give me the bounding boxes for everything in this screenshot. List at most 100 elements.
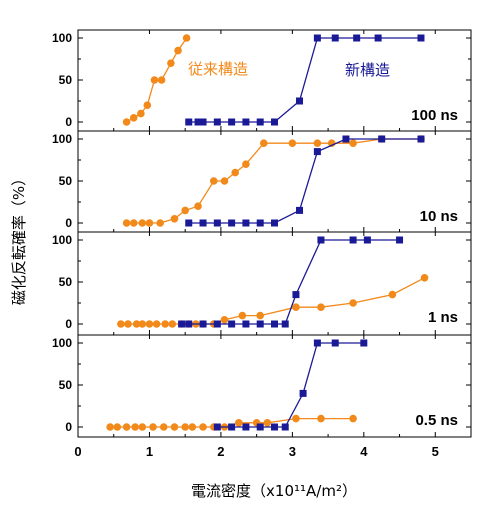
data-point (263, 419, 272, 427)
data-point (228, 219, 236, 227)
series-line (120, 277, 425, 325)
data-point (149, 423, 157, 431)
data-point (271, 118, 278, 126)
data-point (138, 320, 147, 328)
y-tick-label: 100 (52, 233, 72, 247)
data-point (157, 76, 166, 84)
data-point (113, 423, 122, 431)
data-point (317, 414, 325, 423)
panel-frame (77, 130, 472, 233)
data-point (228, 118, 236, 126)
data-point (313, 34, 321, 42)
data-point (185, 219, 193, 227)
y-tick-label: 50 (59, 73, 73, 87)
legend-new: 新構造 (345, 61, 390, 79)
panel-frame (77, 334, 472, 438)
data-point (360, 339, 368, 347)
data-point (349, 236, 357, 244)
data-point (292, 414, 300, 423)
data-point (199, 320, 207, 328)
data-point (124, 320, 132, 328)
data-point (388, 290, 397, 299)
data-point (168, 320, 177, 328)
data-point (256, 118, 264, 126)
x-tick-label: 4 (360, 444, 368, 459)
data-point (220, 316, 229, 324)
data-point (271, 219, 278, 227)
data-point (132, 320, 141, 328)
data-point (296, 97, 304, 105)
data-point (228, 320, 236, 328)
y-tick-label: 0 (65, 317, 72, 331)
data-point (181, 423, 189, 431)
data-point (174, 46, 182, 55)
data-point (317, 303, 325, 312)
series-line (126, 138, 421, 224)
x-tick-label: 1 (146, 444, 153, 459)
panel-1: 0 50 100 10 ns (52, 130, 472, 233)
data-point (231, 168, 239, 177)
data-point (271, 320, 278, 328)
data-point (194, 118, 202, 126)
data-point (213, 219, 221, 227)
data-point (234, 419, 243, 427)
data-point (288, 139, 297, 147)
series-line (217, 342, 364, 428)
data-point (138, 219, 147, 227)
data-point (331, 34, 339, 42)
data-point (182, 34, 191, 42)
data-point (396, 236, 404, 244)
x-tick-label: 0 (74, 444, 81, 459)
y-tick-label: 100 (52, 336, 72, 350)
data-point (161, 320, 169, 328)
data-point (331, 339, 339, 347)
data-point (156, 219, 164, 227)
x-axis: 0 1 2 3 4 5 (74, 444, 439, 459)
data-point (420, 274, 429, 282)
panel-label: 100 ns (411, 107, 458, 124)
data-point (145, 219, 154, 227)
y-tick-label: 100 (52, 132, 72, 146)
data-point (417, 135, 425, 143)
data-point (313, 139, 322, 147)
data-point (209, 177, 218, 185)
y-tick-label: 50 (59, 174, 73, 188)
x-axis-label: 電流密度（x10¹¹A/m²） (191, 482, 357, 500)
data-point (299, 389, 307, 397)
series-line (181, 239, 400, 325)
data-point (131, 423, 139, 431)
data-point (349, 414, 357, 423)
data-point (256, 320, 264, 328)
data-point (349, 139, 357, 147)
panel-label: 0.5 ns (415, 412, 458, 429)
data-point (281, 423, 289, 431)
data-point (353, 34, 361, 42)
data-point (185, 118, 193, 126)
panel-frame (77, 231, 472, 336)
panel-2: 0 50 100 1 ns (52, 231, 472, 336)
data-point (178, 320, 186, 328)
data-point (242, 219, 250, 227)
y-tick-label: 100 (52, 31, 72, 45)
data-point (199, 219, 207, 227)
data-point (281, 320, 289, 328)
data-point (150, 76, 159, 84)
data-point (317, 236, 325, 244)
y-tick-label: 0 (65, 216, 72, 230)
data-point (188, 423, 197, 431)
data-point (313, 148, 321, 156)
series-line (188, 37, 421, 123)
data-point (167, 59, 175, 67)
y-tick-label: 0 (65, 420, 72, 434)
panel-0: 0 50 100 100 ns (52, 29, 472, 132)
data-point (292, 303, 300, 312)
data-point (378, 135, 386, 143)
data-point (259, 139, 268, 147)
panel-3: 0 50 100 0.5 ns (52, 334, 472, 438)
data-point (145, 320, 154, 328)
x-tick-label: 2 (217, 444, 224, 459)
data-point (342, 135, 350, 143)
data-point (170, 423, 179, 431)
